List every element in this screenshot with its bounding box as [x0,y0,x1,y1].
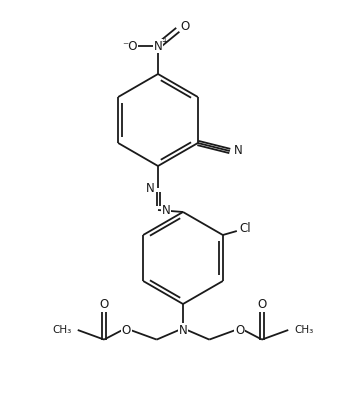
Text: O: O [122,324,131,336]
Text: N: N [233,144,242,158]
Text: CH₃: CH₃ [294,325,314,335]
Text: ⁻O: ⁻O [122,39,138,53]
Text: O: O [235,324,244,336]
Text: O: O [99,298,109,311]
Text: Cl: Cl [239,222,251,236]
Text: O: O [181,20,190,33]
Text: +: + [161,37,167,45]
Text: N: N [162,203,170,217]
Text: CH₃: CH₃ [52,325,72,335]
Text: N: N [145,181,154,195]
Text: N: N [154,39,162,53]
Text: N: N [179,324,187,336]
Text: O: O [257,298,267,311]
